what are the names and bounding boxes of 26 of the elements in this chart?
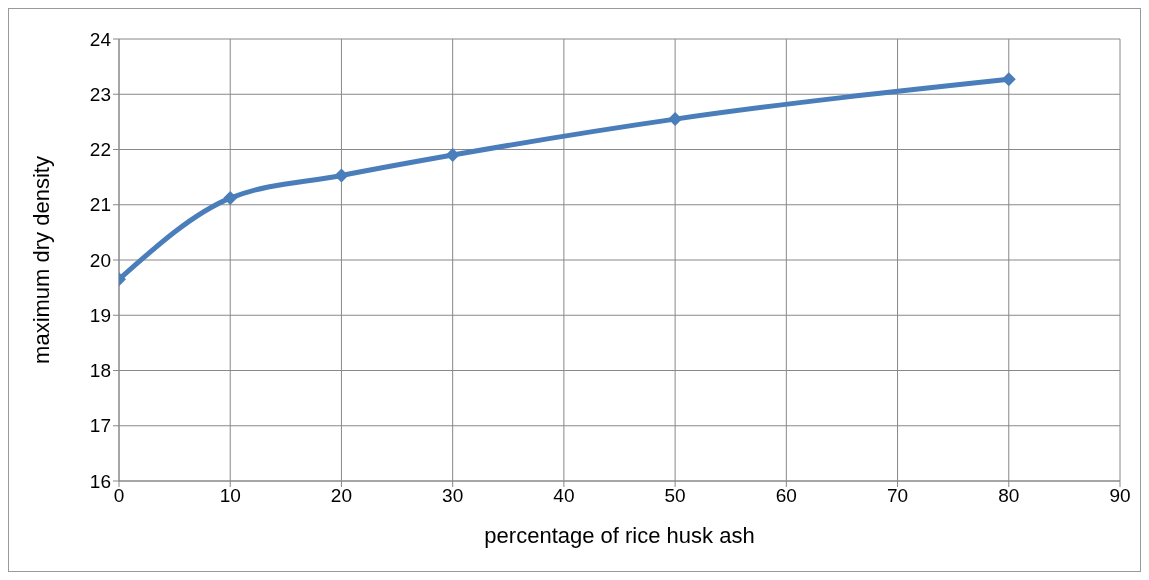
point [445,148,460,163]
point [334,168,349,183]
x-tick-label: 40 [553,485,575,507]
x-tick-label: 80 [998,485,1020,507]
x-tick-label: 30 [442,485,464,507]
y-tick-label: 23 [89,84,111,105]
x-tick-label: 50 [664,485,686,507]
x-tick-label: 90 [1109,485,1131,507]
point [1001,72,1016,87]
point [668,112,683,127]
y-tick-label: 20 [89,249,111,271]
y-axis-title: maximum dry density [28,156,54,364]
x-tick-label: 0 [113,485,125,507]
y-tick-label: 18 [89,360,111,382]
y-tick-label: 21 [89,194,111,216]
x-tick-label: 10 [219,485,241,507]
y-tick-label: 19 [89,304,111,326]
x-tick-label: 70 [886,485,909,507]
x-tick-label: 20 [330,485,353,507]
x-tick-label: 60 [775,485,797,507]
y-tick-label: 17 [89,415,111,437]
y-tick-label: 22 [89,139,111,161]
y-tick-label: 24 [89,28,112,50]
y-tick-label: 16 [89,470,111,492]
point [223,191,238,206]
x-axis-title: percentage of rice husk ash [484,523,755,548]
